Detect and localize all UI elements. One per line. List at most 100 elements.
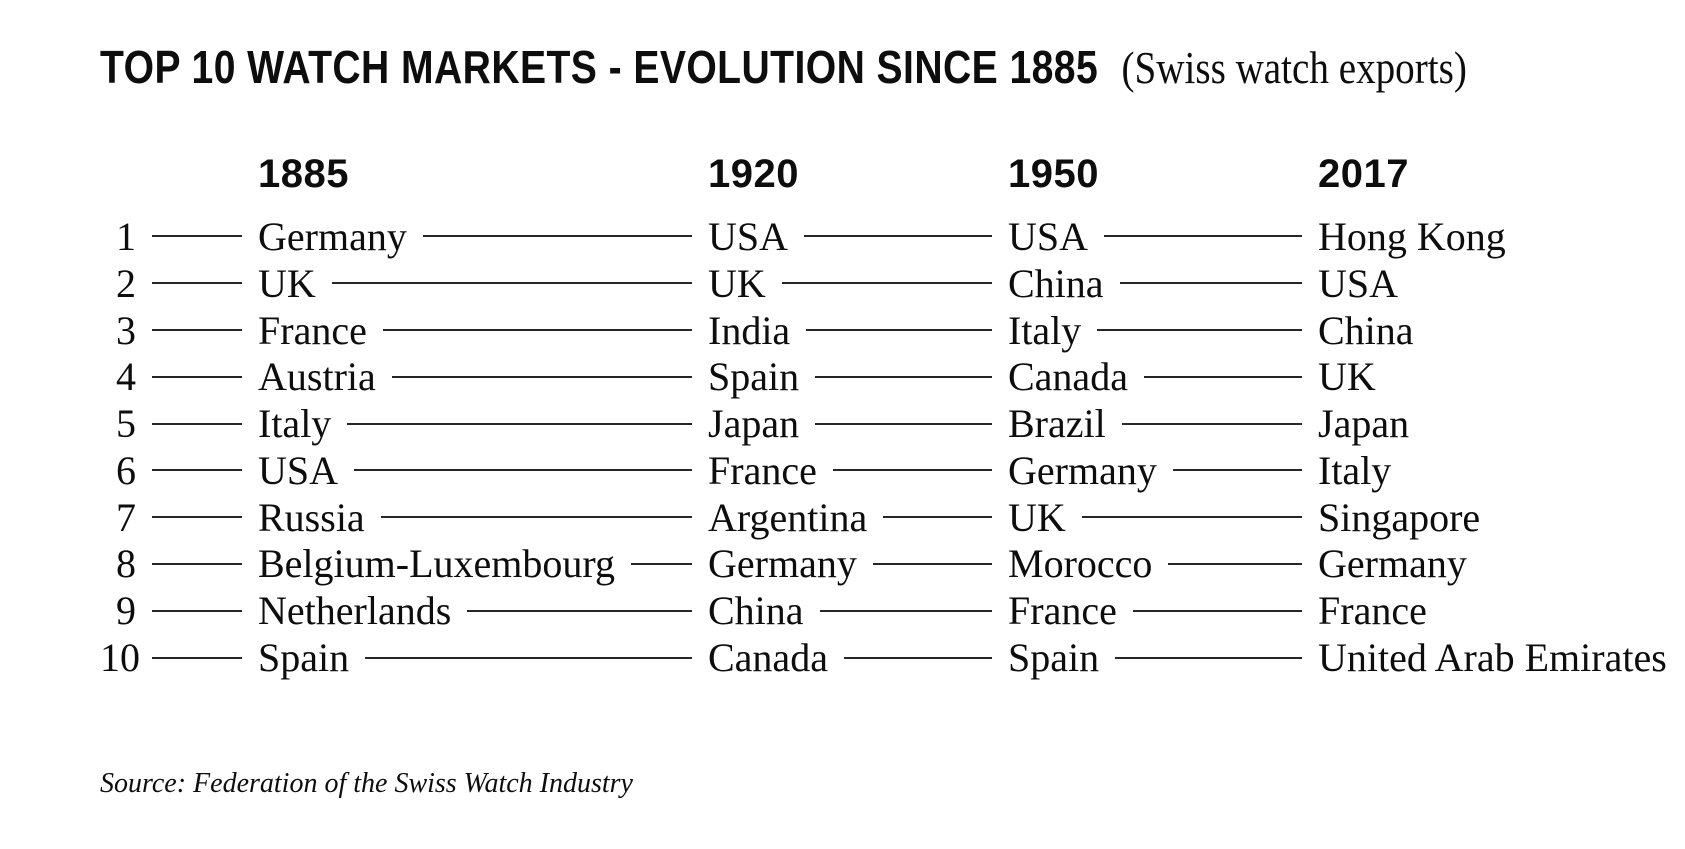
connector-line <box>815 375 992 378</box>
country-1950: Brazil <box>1008 401 1106 447</box>
cell-1920: France <box>708 447 1008 494</box>
table-row: 9 Netherlands China France France <box>100 587 1669 634</box>
table-row: 3 France India Italy China <box>100 307 1669 354</box>
connector-line <box>391 375 692 378</box>
connector-line <box>152 328 242 331</box>
header-cell-1950: 1950 <box>1008 152 1318 197</box>
cell-1885: Russia <box>258 494 708 541</box>
country-1885: Italy <box>258 401 332 447</box>
connector-line <box>843 656 992 659</box>
cell-2017: UK <box>1318 353 1669 400</box>
cell-1885: Belgium-Luxembourg <box>258 540 708 587</box>
cell-1950: UK <box>1008 494 1318 541</box>
connector-line <box>1132 609 1302 612</box>
connector-line <box>819 609 992 612</box>
page-title: TOP 10 WATCH MARKETS - EVOLUTION SINCE 1… <box>100 44 1467 91</box>
title-subtitle: (Swiss watch exports) <box>1121 42 1467 93</box>
cell-1885: Italy <box>258 400 708 447</box>
country-1920: USA <box>708 213 789 259</box>
table-row: 4 Austria Spain Canada UK <box>100 353 1669 400</box>
country-1885: UK <box>258 260 316 306</box>
connector-line <box>1172 469 1302 472</box>
connector-line <box>152 375 242 378</box>
country-1950: UK <box>1008 494 1066 540</box>
connector-line <box>1104 235 1302 238</box>
country-1920: Germany <box>708 541 857 587</box>
connector-line <box>883 516 992 519</box>
connector-line <box>152 609 242 612</box>
country-2017: China <box>1318 307 1414 353</box>
country-1885: France <box>258 307 367 353</box>
cell-1920: Spain <box>708 353 1008 400</box>
cell-1920: China <box>708 587 1008 634</box>
country-1885: Germany <box>258 213 407 259</box>
rank-number: 8 <box>116 541 136 587</box>
connector-line <box>631 562 692 565</box>
cell-2017: USA <box>1318 260 1669 307</box>
cell-1885: Spain <box>258 634 708 681</box>
rank-number: 7 <box>116 494 136 540</box>
cell-1920: Germany <box>708 540 1008 587</box>
connector-line <box>152 469 242 472</box>
connector-line <box>354 469 692 472</box>
header-cell-2017: 2017 <box>1318 152 1669 197</box>
connector-line <box>331 282 692 285</box>
source-note: Source: Federation of the Swiss Watch In… <box>100 768 633 799</box>
column-header-1920: 1920 <box>708 152 799 196</box>
country-2017: UK <box>1318 354 1376 400</box>
connector-line <box>1168 562 1302 565</box>
cell-1950: Spain <box>1008 634 1318 681</box>
table-row: 2 UK UK China USA <box>100 260 1669 307</box>
country-1885: Austria <box>258 354 376 400</box>
cell-1885: Germany <box>258 213 708 260</box>
rank-number: 9 <box>116 588 136 634</box>
country-2017: United Arab Emirates <box>1318 635 1667 681</box>
connector-line <box>380 516 692 519</box>
connector-line <box>1097 329 1302 331</box>
country-2017: France <box>1318 588 1427 634</box>
country-1950: Canada <box>1008 354 1128 400</box>
cell-2017: Italy <box>1318 447 1669 494</box>
country-2017: Japan <box>1318 401 1410 447</box>
rank-number: 1 <box>116 213 136 259</box>
column-header-2017: 2017 <box>1318 152 1409 196</box>
country-2017: Germany <box>1318 541 1467 587</box>
country-1950: Morocco <box>1008 541 1153 587</box>
country-2017: Italy <box>1318 447 1392 493</box>
country-1920: Japan <box>708 401 800 447</box>
cell-1920: UK <box>708 260 1008 307</box>
country-1920: China <box>708 588 804 634</box>
country-2017: Hong Kong <box>1318 213 1506 259</box>
table-rows: 1 Germany USA USA Hong Kong 2 UK UK Chin… <box>100 213 1669 681</box>
cell-2017: Singapore <box>1318 494 1669 541</box>
country-1920: Argentina <box>708 494 868 540</box>
connector-line <box>152 562 242 565</box>
country-1920: France <box>708 447 817 493</box>
cell-1950: Germany <box>1008 447 1318 494</box>
connector-line <box>365 656 692 659</box>
connector-line <box>781 282 992 285</box>
header-cell-1885: 1885 <box>258 152 708 197</box>
cell-2017: Hong Kong <box>1318 213 1669 260</box>
cell-2017: China <box>1318 307 1669 354</box>
cell-1950: Italy <box>1008 307 1318 354</box>
cell-1885: USA <box>258 447 708 494</box>
country-2017: Singapore <box>1318 494 1481 540</box>
cell-1885: France <box>258 307 708 354</box>
table-row: 1 Germany USA USA Hong Kong <box>100 213 1669 260</box>
country-1950: France <box>1008 588 1117 634</box>
country-1885: USA <box>258 447 339 493</box>
rank-number: 3 <box>116 307 136 353</box>
rank-number: 5 <box>116 401 136 447</box>
connector-line <box>806 329 992 331</box>
connector-line <box>467 609 692 612</box>
country-1950: China <box>1008 260 1104 306</box>
cell-1885: Netherlands <box>258 587 708 634</box>
cell-1920: USA <box>708 213 1008 260</box>
connector-line <box>382 329 692 331</box>
connector-line <box>152 235 242 238</box>
year-header-row: 1885 1920 1950 2017 <box>100 151 1669 198</box>
table-row: 8 Belgium-Luxembourg Germany Morocco Ger… <box>100 541 1669 588</box>
country-1920: Spain <box>708 354 800 400</box>
rank-number: 2 <box>116 260 136 306</box>
